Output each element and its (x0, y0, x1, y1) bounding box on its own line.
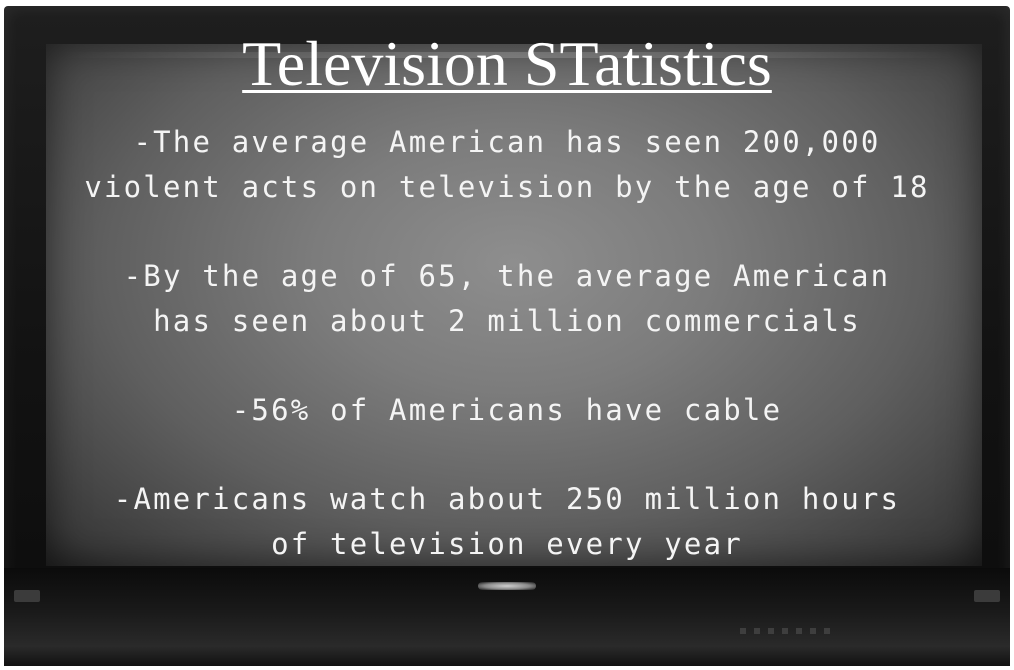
fact-hours-watched: -Americans watch about 250 million hours… (113, 482, 901, 561)
tv-right-button (974, 590, 1000, 602)
tv-brand-logo (478, 582, 536, 590)
tv-indicator-lights (740, 628, 830, 634)
slide-title: Television STatistics (242, 28, 772, 99)
fact-commercials: -By the age of 65, the average American … (123, 259, 891, 338)
screen-glare (60, 52, 960, 58)
fact-cable: -56% of Americans have cable (231, 393, 783, 427)
fact-violent-acts: -The average American has seen 200,000 v… (84, 125, 930, 204)
tv-left-button (14, 590, 40, 602)
tv-screen (46, 44, 982, 566)
